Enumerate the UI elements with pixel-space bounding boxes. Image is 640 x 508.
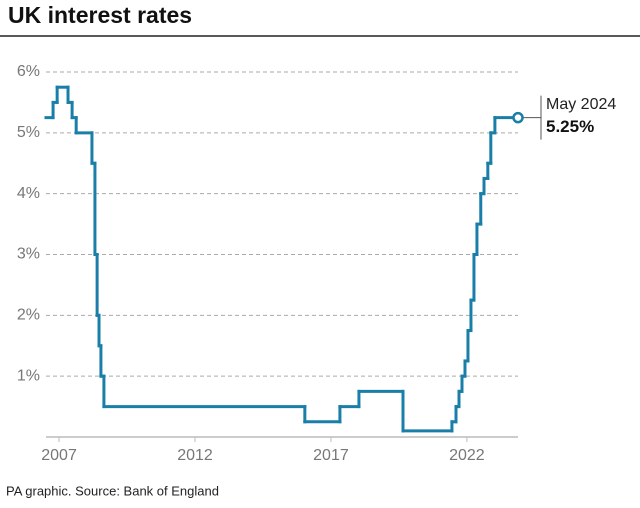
y-tick-label: 5%: [17, 124, 40, 141]
end-marker: [512, 111, 524, 124]
chart-title: UK interest rates: [8, 2, 192, 28]
x-tick-label: 2012: [177, 447, 213, 464]
x-tick-label: 2007: [41, 447, 77, 464]
source-note: PA graphic. Source: Bank of England: [6, 483, 219, 498]
y-tick-label: 3%: [17, 246, 40, 263]
y-tick-label: 2%: [17, 307, 40, 324]
annotation-value: 5.25%: [546, 117, 594, 136]
y-tick-label: 6%: [17, 63, 40, 80]
y-tick-label: 1%: [17, 367, 40, 384]
annotation-date: May 2024: [546, 96, 616, 113]
x-tick-label: 2022: [449, 447, 485, 464]
y-tick-label: 4%: [17, 185, 40, 202]
x-tick-label: 2017: [313, 447, 349, 464]
